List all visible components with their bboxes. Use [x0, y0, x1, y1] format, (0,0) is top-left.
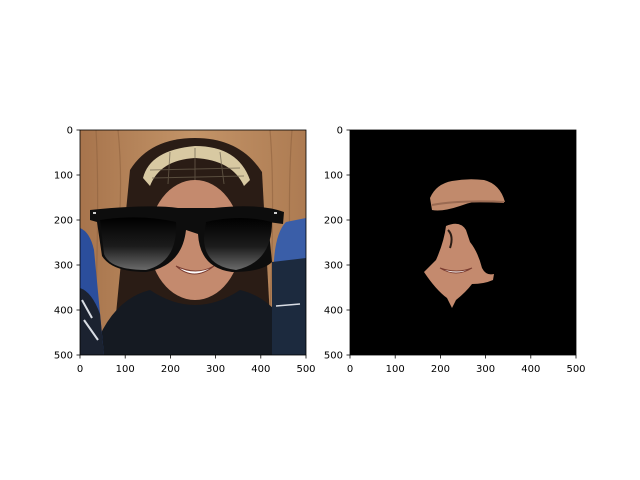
- right-x-tick-label: 400: [521, 364, 540, 375]
- right-y-tick-label: 100: [324, 171, 343, 182]
- right-y-tick-label: 200: [324, 216, 343, 227]
- right-x-tick-label: 100: [386, 364, 405, 375]
- right-axes-frame: [349, 129, 577, 356]
- mask-image: [350, 130, 576, 355]
- left-y-tick-label: 500: [54, 351, 73, 362]
- left-ticks: 0 100 200 300 400 500 0 100 200 300 400 500: [54, 126, 316, 376]
- left-subplot: 0 100 200 300 400 500 0 100 200 300 400 500: [54, 126, 316, 376]
- right-y-tick-label: 0: [337, 126, 343, 137]
- right-y-tick-label: 500: [324, 351, 343, 362]
- left-x-tick-label: 500: [296, 364, 315, 375]
- left-axes-frame: [79, 129, 307, 356]
- right-y-tick-label: 400: [324, 306, 343, 317]
- right-x-tick-label: 300: [476, 364, 495, 375]
- left-x-tick-label: 400: [251, 364, 270, 375]
- left-x-tick-label: 0: [77, 364, 83, 375]
- left-x-tick-label: 100: [116, 364, 135, 375]
- right-x-tick-label: 0: [347, 364, 353, 375]
- photo-image: [80, 130, 306, 355]
- left-y-tick-label: 400: [54, 306, 73, 317]
- left-y-tick-label: 200: [54, 216, 73, 227]
- left-x-tick-label: 200: [161, 364, 180, 375]
- right-subplot: 0 100 200 300 400 500 0 100 200 300 400 500: [324, 126, 586, 376]
- right-x-tick-label: 500: [566, 364, 585, 375]
- right-y-tick-label: 300: [324, 261, 343, 272]
- right-x-tick-label: 200: [431, 364, 450, 375]
- right-ticks: 0 100 200 300 400 500 0 100 200 300 400 500: [324, 126, 586, 376]
- left-y-tick-label: 100: [54, 171, 73, 182]
- left-x-tick-label: 300: [206, 364, 225, 375]
- left-y-tick-label: 0: [67, 126, 73, 137]
- left-y-tick-label: 300: [54, 261, 73, 272]
